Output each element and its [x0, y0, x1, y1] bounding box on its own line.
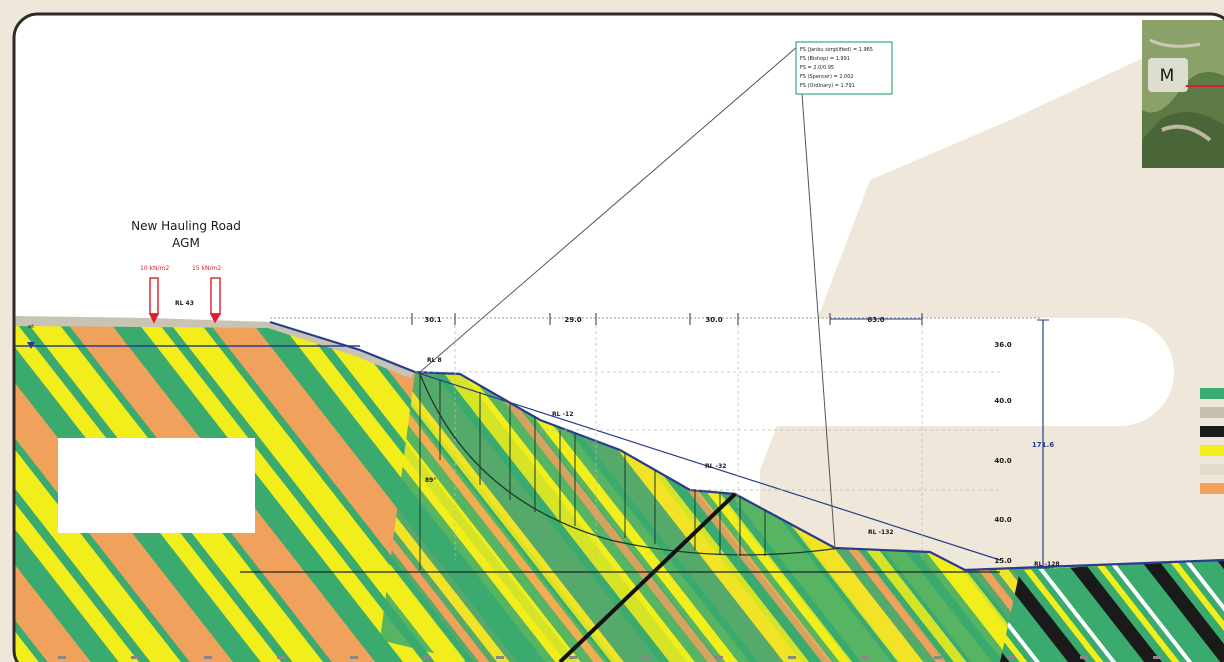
legend-swatch [1200, 483, 1224, 494]
section-frame [12, 12, 1224, 662]
rl-bench4: RL -132 [868, 529, 894, 536]
axis-tick [58, 656, 66, 659]
water-table-icon [27, 342, 35, 349]
height-label-5: 15.0 [994, 557, 1011, 565]
total-height-label: 171.6 [1032, 441, 1054, 449]
section-subtitle: AGM [172, 236, 200, 250]
width-dimensions [270, 313, 1040, 325]
height-label-3: 40.0 [994, 457, 1011, 465]
width-label-3: 30.0 [705, 316, 722, 324]
location-minimap[interactable] [1142, 20, 1224, 168]
dark-strata [1000, 560, 1224, 662]
axis-tick [715, 656, 723, 659]
axis-tick [788, 656, 796, 659]
axis-tick [204, 656, 212, 659]
width-label-4: 63.0 [867, 316, 884, 324]
angle-label: 89° [425, 477, 436, 484]
slice-lines [439, 380, 766, 556]
axis-tick [131, 656, 139, 659]
axis-tick [1007, 656, 1015, 659]
topsoil-layer [14, 316, 415, 378]
fs-line-3: FS = 2.0/0.95 [800, 65, 834, 71]
axis-tick [934, 656, 942, 659]
section-title: New Hauling Road [131, 219, 241, 233]
legend-swatch [1200, 464, 1224, 475]
blank-label-box [58, 438, 255, 533]
minimap-label: M [1160, 66, 1175, 86]
axis-tick [569, 656, 577, 659]
axis-tick [1080, 656, 1088, 659]
legend-swatch [1200, 426, 1224, 437]
axis-tick [277, 656, 285, 659]
upper-terrace-highlight [410, 318, 1174, 426]
fs-line-2: FS (Bishop) = 1.991 [800, 56, 850, 62]
width-label-2: 29.0 [564, 316, 581, 324]
rl-bench2: RL -12 [552, 411, 573, 418]
rl-toe: RL -128 [1034, 561, 1060, 568]
legend [1200, 388, 1224, 494]
axis-tick [1153, 656, 1161, 659]
bottom-axis [58, 656, 1161, 659]
fs-line-1: FS (Janbu simplified) = 1.965 [800, 47, 873, 53]
load-label-right: 15 kN/m2 [192, 265, 221, 272]
axis-tick [423, 656, 431, 659]
height-label-2: 40.0 [994, 397, 1011, 405]
fault-line [558, 492, 737, 662]
slip-surface-arc [419, 373, 841, 556]
width-label-1: 30.1 [424, 316, 441, 324]
rl-bench1: RL 8 [427, 357, 442, 364]
legend-swatch [1200, 445, 1224, 456]
fs-line-4: FS (Spencer) = 2.002 [800, 74, 854, 80]
height-label-1: 36.0 [994, 341, 1011, 349]
legend-swatch [1200, 407, 1224, 418]
rl-crest: RL 43 [175, 300, 194, 307]
axis-tick [496, 656, 504, 659]
factor-of-safety-box[interactable]: FS (Janbu simplified) = 1.965 FS (Bishop… [795, 41, 893, 95]
axis-tick [642, 656, 650, 659]
rl-bench3: RL -32 [705, 463, 726, 470]
water-table-label: wt [28, 324, 34, 330]
legend-swatch [1200, 388, 1224, 399]
axis-tick [350, 656, 358, 659]
load-arrows [148, 277, 222, 324]
load-label-left: 10 kN/m2 [140, 265, 169, 272]
axis-tick [861, 656, 869, 659]
fs-line-5: FS (Ordinary) = 1.791 [800, 83, 855, 89]
height-label-4: 40.0 [994, 516, 1011, 524]
